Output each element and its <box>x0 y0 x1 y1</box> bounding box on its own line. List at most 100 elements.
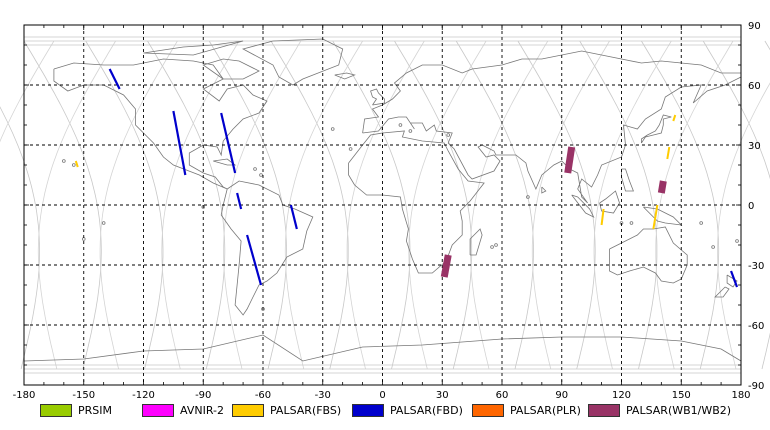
coastline-great-britain <box>370 88 385 106</box>
island <box>253 167 257 171</box>
island <box>408 129 413 133</box>
island <box>62 159 66 163</box>
y-tick-label: -90 <box>748 381 764 392</box>
legend-label: AVNIR-2 <box>180 403 224 417</box>
swath-palsar-wb1-wb2 <box>564 146 576 174</box>
swath-palsar-fbs <box>652 204 659 230</box>
tick-marks <box>23 24 742 386</box>
coastline-madagascar <box>469 228 483 256</box>
swath-palsar-fbd <box>220 112 237 174</box>
swath-palsar-fbs <box>74 160 79 168</box>
x-tick-label: -60 <box>255 390 271 401</box>
legend-swatch <box>40 403 72 417</box>
orbit-track <box>332 40 411 370</box>
x-tick-label: 60 <box>496 390 509 401</box>
orbit-track <box>579 40 658 370</box>
island <box>398 123 403 127</box>
swath-palsar-fbd <box>246 234 263 286</box>
legend-label: PALSAR(PLR) <box>510 403 581 417</box>
legend-item-palsar-wb: PALSAR(WB1/WB2) <box>588 402 731 418</box>
island <box>494 243 498 247</box>
y-tick-label: 60 <box>748 81 761 92</box>
y-tick-label: -60 <box>748 321 764 332</box>
coastline-borneo <box>599 190 620 214</box>
legend-item-palsar-fbd: PALSAR(FBD) <box>352 402 463 418</box>
coastline-iceland <box>334 72 356 80</box>
orbit-track <box>717 82 770 370</box>
island <box>446 133 451 137</box>
x-tick-label: 150 <box>672 390 691 401</box>
orbit-track <box>147 40 226 370</box>
legend-swatch <box>232 403 264 417</box>
coastline-south-america <box>220 180 314 316</box>
island <box>81 237 86 241</box>
orbit-track <box>408 40 487 370</box>
legend-swatch <box>472 403 504 417</box>
swath-palsar-fbs <box>666 146 671 160</box>
coastline-sri-lanka <box>541 186 547 194</box>
x-tick-label: 90 <box>555 390 568 401</box>
observation-swaths <box>74 68 739 288</box>
coastline-japan <box>641 114 672 144</box>
coastline-philippines <box>621 168 634 192</box>
swath-palsar-wb1-wb2 <box>657 180 667 194</box>
x-tick-labels: -180 -150 -120 -90 -60 -30 0 30 60 90 120 150 180 <box>13 390 751 401</box>
x-tick-label: -180 <box>13 390 36 401</box>
coastline-sumatra <box>571 194 595 218</box>
x-tick-label: -90 <box>195 390 211 401</box>
orbit-track <box>346 40 425 370</box>
legend-label: PALSAR(FBD) <box>390 403 463 417</box>
x-tick-label: 30 <box>436 390 449 401</box>
swath-palsar-fbd <box>730 270 739 288</box>
orbit-track <box>702 40 770 370</box>
coastline-new-guinea <box>643 206 683 226</box>
coastline-baffin <box>202 58 260 80</box>
island <box>699 221 703 225</box>
swath-palsar-fbd <box>108 68 121 90</box>
x-tick-label: -120 <box>132 390 155 401</box>
legend-label: PALSAR(FBS) <box>270 403 342 417</box>
swath-palsar-fbd <box>236 192 243 210</box>
coastline-eurasia <box>362 50 742 204</box>
coastline-australia <box>609 226 688 284</box>
orbit-track <box>223 40 302 370</box>
y-tick-label: 90 <box>748 21 761 32</box>
island <box>711 245 715 249</box>
legend: PRSIM AVNIR-2 PALSAR(FBS) PALSAR(FBD) PA… <box>0 400 770 422</box>
orbit-track <box>161 40 240 370</box>
x-tick-label: 0 <box>379 390 385 401</box>
island <box>71 163 76 167</box>
y-tick-label: 30 <box>748 141 761 152</box>
coastline-arctic-islands <box>143 40 244 56</box>
legend-item-palsar-plr: PALSAR(PLR) <box>472 402 581 418</box>
island <box>629 221 634 225</box>
coastline-antarctica <box>23 334 742 362</box>
island <box>490 245 494 249</box>
legend-item-palsar-fbs: PALSAR(FBS) <box>232 402 341 418</box>
swath-palsar-fbd <box>289 204 298 230</box>
island <box>735 239 739 243</box>
swath-palsar-fbd <box>172 110 187 176</box>
orbit-track <box>0 106 40 370</box>
orbit-track <box>394 40 473 370</box>
x-tick-label: 180 <box>731 390 750 401</box>
legend-item-avnir2: AVNIR-2 <box>142 402 224 418</box>
swath-palsar-fbs <box>672 114 677 122</box>
y-tick-label: 0 <box>748 201 754 212</box>
coastline-africa <box>348 130 485 274</box>
island <box>330 127 335 131</box>
island <box>101 221 106 225</box>
coastline-cuba <box>213 158 237 166</box>
island <box>526 195 530 199</box>
legend-label: PRSIM <box>78 403 112 417</box>
x-tick-label: 120 <box>612 390 631 401</box>
legend-swatch <box>352 403 384 417</box>
legend-swatch <box>142 403 174 417</box>
swath-palsar-wb1-wb2 <box>440 254 452 278</box>
island <box>259 173 263 177</box>
x-tick-label: -150 <box>72 390 95 401</box>
island <box>348 147 353 151</box>
swath-palsar-fbs <box>600 208 605 226</box>
orbit-track <box>517 40 596 370</box>
